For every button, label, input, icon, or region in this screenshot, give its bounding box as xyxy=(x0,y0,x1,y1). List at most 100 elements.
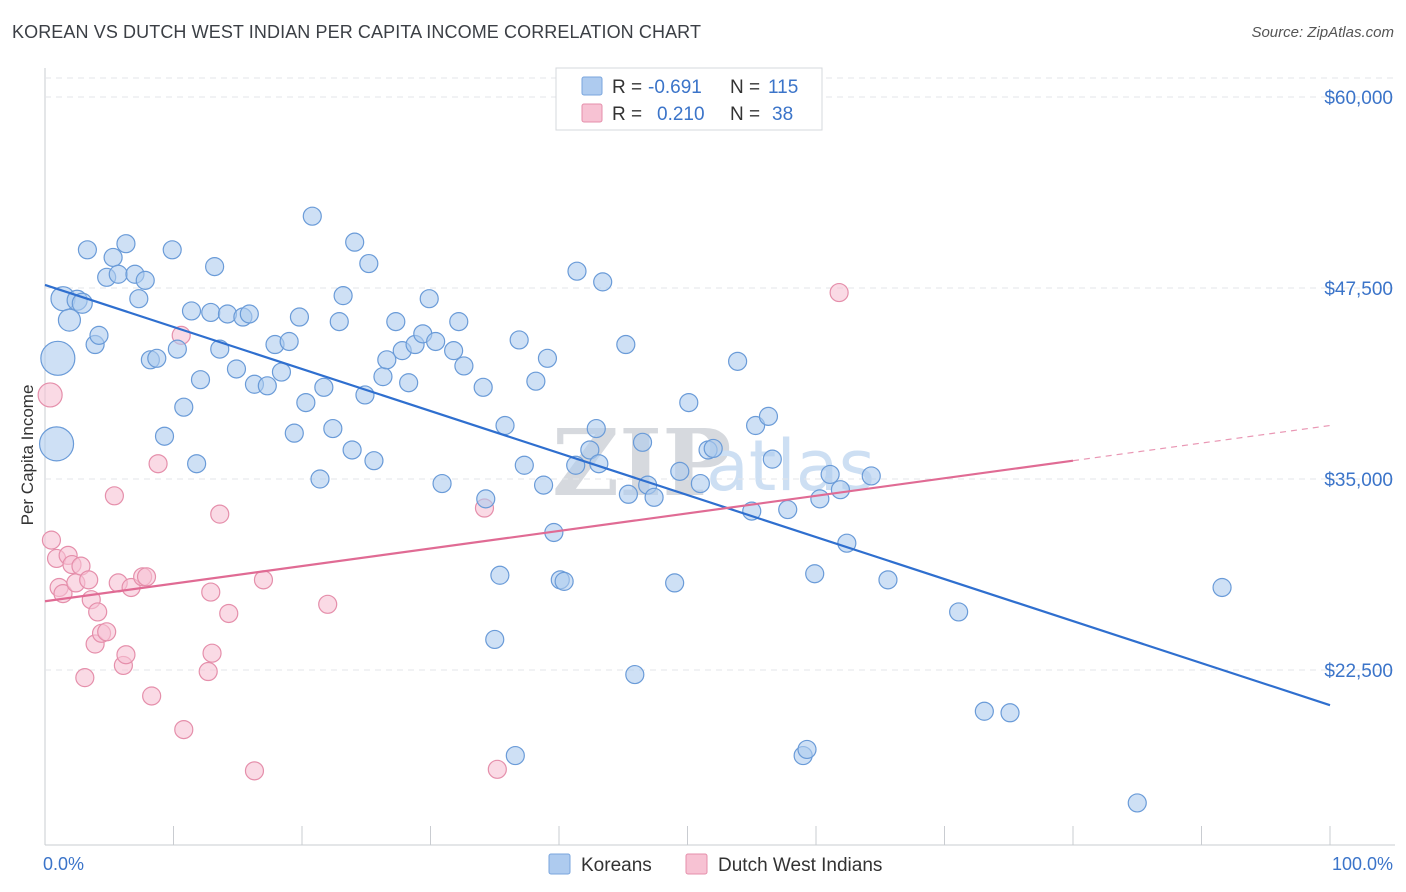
scatter-point xyxy=(805,564,825,584)
scatter-point xyxy=(314,377,334,397)
y-tick-label: $60,000 xyxy=(1324,88,1393,109)
scatter-point xyxy=(38,426,75,462)
scatter-point xyxy=(97,622,117,642)
scatter-point xyxy=(345,232,365,252)
scatter-point xyxy=(135,270,155,290)
legend-swatch-koreans xyxy=(548,853,571,875)
scatter-point xyxy=(88,602,108,622)
scatter-point xyxy=(129,289,149,309)
scatter-point xyxy=(167,339,187,359)
scatter-point xyxy=(449,312,469,332)
scatter-point xyxy=(703,438,723,459)
scatter-point xyxy=(210,504,230,524)
scatter-point xyxy=(728,351,748,371)
stats-n-label-koreans: N = xyxy=(730,77,760,98)
scatter-point xyxy=(244,761,265,781)
stats-box: R = -0.691 N = 115 R = 0.210 N = 38 xyxy=(555,67,823,131)
scatter-point xyxy=(116,234,136,254)
scatter-point xyxy=(174,719,194,740)
scatter-point xyxy=(147,348,167,368)
scatter-point xyxy=(174,397,194,417)
scatter-point xyxy=(593,272,613,292)
x-axis-ticks xyxy=(173,826,1331,845)
scatter-point xyxy=(679,393,699,413)
scatter-point xyxy=(386,312,406,332)
scatter-point xyxy=(473,377,493,397)
scatter-point xyxy=(202,643,222,663)
trend-lines xyxy=(44,283,1331,707)
scatter-point xyxy=(57,308,82,332)
scatter-point xyxy=(296,393,316,413)
scatter-point xyxy=(190,370,211,390)
scatter-point xyxy=(154,426,175,446)
scatter-point xyxy=(616,334,636,355)
scatter-point xyxy=(136,567,157,587)
legend-label-dutch-west-indians: Dutch West Indians xyxy=(718,855,882,876)
scatter-point xyxy=(485,629,505,650)
scatter-point xyxy=(257,376,277,396)
scatter-point xyxy=(226,359,247,379)
scatter-point xyxy=(77,240,98,260)
scatter-point xyxy=(797,739,817,760)
chart-title: KOREAN VS DUTCH WEST INDIAN PER CAPITA I… xyxy=(12,22,702,42)
scatter-point xyxy=(490,565,510,585)
scatter-point xyxy=(632,432,653,452)
y-tick-label: $47,500 xyxy=(1324,279,1393,300)
scatter-point xyxy=(310,469,330,489)
scatter-point xyxy=(323,418,343,439)
scatter-point xyxy=(181,301,202,321)
scatter-point xyxy=(537,348,558,368)
scatter-point xyxy=(665,573,685,593)
scatter-point xyxy=(580,440,600,460)
scatter-point xyxy=(554,571,574,591)
scatter-point xyxy=(949,602,969,622)
legend: Koreans Dutch West Indians xyxy=(548,853,882,876)
scatter-point xyxy=(419,289,439,309)
stats-n-label-dutch-west-indians: N = xyxy=(730,104,760,125)
scatter-point xyxy=(495,415,515,436)
series-koreans xyxy=(38,206,1232,813)
scatter-point xyxy=(644,487,664,507)
scatter-point xyxy=(1000,703,1020,723)
scatter-point xyxy=(830,480,851,500)
scatter-point xyxy=(526,371,546,391)
scatter-point xyxy=(103,247,123,268)
scatter-point xyxy=(205,257,225,277)
scatter-point xyxy=(318,594,338,614)
scatter-point xyxy=(476,489,496,509)
source-label: Source: ZipAtlas.com xyxy=(1251,24,1394,41)
scatter-point xyxy=(187,454,207,474)
trend-line xyxy=(44,459,1074,603)
trend-line-extension xyxy=(1072,424,1331,462)
scatter-point xyxy=(505,745,525,766)
scatter-point xyxy=(201,302,221,323)
scatter-point xyxy=(778,499,798,520)
stats-r-value-koreans: -0.691 xyxy=(648,77,702,98)
scatter-point xyxy=(509,330,529,350)
stats-r-value-dutch-west-indians: 0.210 xyxy=(657,104,705,125)
scatter-point xyxy=(377,350,397,370)
scatter-point xyxy=(625,664,645,685)
scatter-point xyxy=(40,340,76,376)
trend-line xyxy=(44,283,1331,707)
scatter-point xyxy=(762,449,782,469)
scatter-point xyxy=(454,356,474,376)
scatter-point xyxy=(829,282,849,303)
scatter-point xyxy=(364,451,384,471)
scatter-point xyxy=(1127,793,1147,813)
x-tick-label-min: 0.0% xyxy=(43,854,84,874)
scatter-point xyxy=(974,701,994,721)
stats-n-value-dutch-west-indians: 38 xyxy=(772,104,793,125)
scatter-point xyxy=(253,570,274,590)
scatter-point xyxy=(41,530,62,550)
stats-r-label-dutch-west-indians: R = xyxy=(612,104,642,125)
scatter-point xyxy=(284,423,304,443)
scatter-point xyxy=(217,304,238,324)
scatter-point xyxy=(37,382,63,408)
scatter-point xyxy=(342,440,362,460)
scatter-point xyxy=(586,418,606,439)
scatter-point xyxy=(89,325,109,345)
y-tick-label: $35,000 xyxy=(1324,470,1393,491)
scatter-point xyxy=(201,582,221,602)
scatter-point xyxy=(289,307,310,327)
